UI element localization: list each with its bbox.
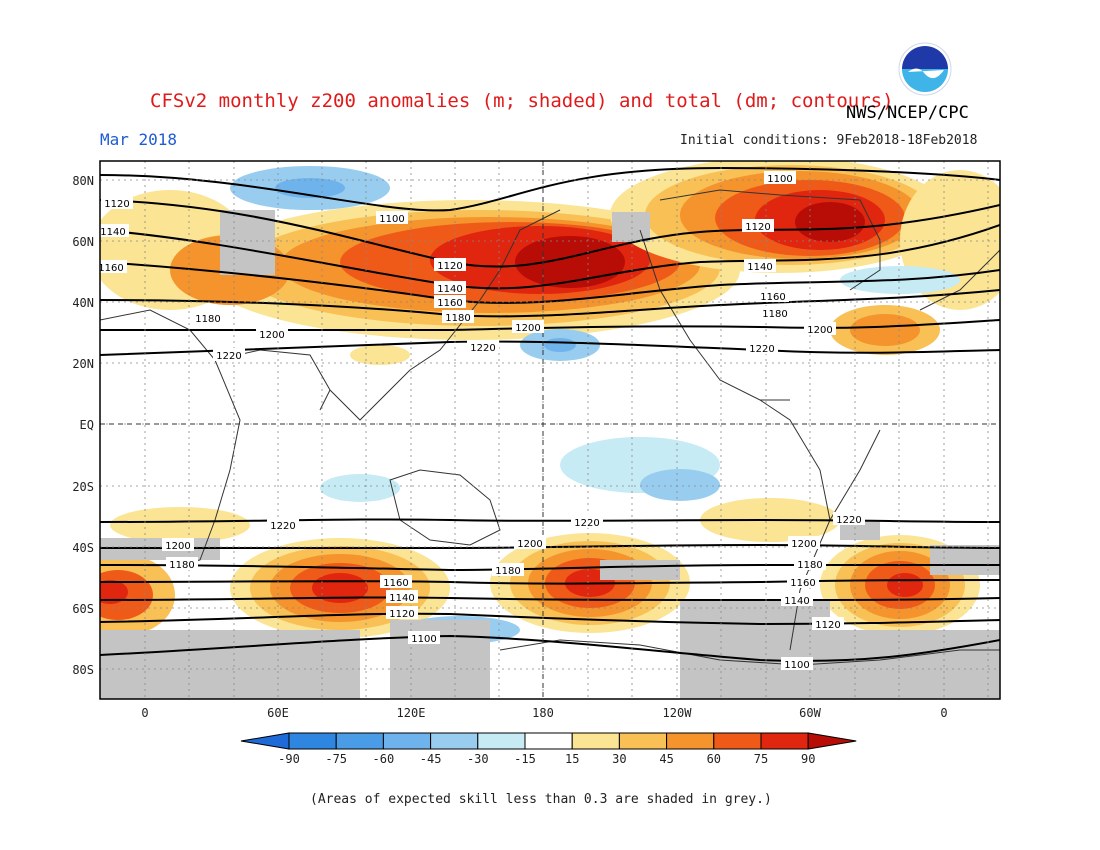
lat-label: 80S — [72, 663, 94, 677]
latitude-labels: 80N 60N 40N 20N EQ 20S 40S 60S 80S — [72, 174, 94, 677]
contour-value-label: 1140 — [389, 593, 414, 604]
lat-label: 20N — [72, 357, 94, 371]
lon-label: 120E — [397, 706, 426, 720]
map-frame — [99, 160, 1001, 700]
forecast-month: Mar 2018 — [100, 130, 178, 149]
lat-label: EQ — [80, 418, 94, 432]
initial-conditions: Initial conditions: 9Feb2018-18Feb2018 — [680, 133, 978, 148]
contour-value-label: 1180 — [762, 309, 787, 320]
lon-label: 60W — [799, 706, 821, 720]
contour-value-label: 1140 — [784, 596, 809, 607]
contour-value-label: 1100 — [379, 214, 404, 225]
contour-value-label: 1160 — [383, 578, 408, 589]
colorbar-label: 90 — [801, 752, 815, 766]
contour-value-label: 1120 — [437, 261, 462, 272]
colorbar-segment — [430, 732, 479, 750]
contour-value-label: 1220 — [574, 518, 599, 529]
colorbar-label: 45 — [659, 752, 673, 766]
contour-value-label: 1180 — [445, 313, 470, 324]
colorbar-label: -30 — [467, 752, 489, 766]
contour-value-label: 1140 — [100, 227, 125, 238]
lat-label: 60S — [72, 602, 94, 616]
contour-value-label: 1200 — [259, 330, 284, 341]
lat-label: 20S — [72, 480, 94, 494]
lon-label: 60E — [267, 706, 289, 720]
colorbar-label: -45 — [420, 752, 442, 766]
contour-value-label: 1200 — [515, 323, 540, 334]
colorbar-label: -60 — [373, 752, 395, 766]
colorbar-arrow-high — [807, 732, 857, 750]
lat-lon-grid — [100, 161, 1000, 699]
colorbar-label: 15 — [565, 752, 579, 766]
contour-value-label: 1100 — [767, 174, 792, 185]
colorbar-segment — [524, 732, 573, 750]
colorbar-segment — [288, 732, 337, 750]
colorbar-label: 75 — [754, 752, 768, 766]
contour-value-label: 1160 — [760, 292, 785, 303]
lon-label: 0 — [940, 706, 947, 720]
contour-value-label: 1100 — [411, 634, 436, 645]
contour-value-label: 1160 — [790, 578, 815, 589]
map-area: 1100 1120 1140 1160 1180 1200 1220 1100 1120 1140… — [98, 161, 1000, 699]
contour-value-label: 1100 — [784, 660, 809, 671]
contour-value-label: 1180 — [195, 314, 220, 325]
lat-label: 40S — [72, 541, 94, 555]
anomaly-shading — [100, 161, 1000, 644]
contour-value-label: 1140 — [747, 262, 772, 273]
longitude-labels: 0 60E 120E 180 120W 60W 0 — [141, 706, 947, 720]
contour-value-label: 1220 — [749, 344, 774, 355]
skill-footnote: (Areas of expected skill less than 0.3 a… — [310, 792, 772, 807]
noaa-logo-icon — [898, 42, 952, 96]
contour-value-label: 1180 — [495, 566, 520, 577]
contour-value-label: 1200 — [791, 539, 816, 550]
contour-value-label: 1160 — [98, 263, 123, 274]
colorbar-segment — [760, 732, 809, 750]
contour-value-label: 1120 — [104, 199, 129, 210]
contour-value-label: 1180 — [169, 560, 194, 571]
contour-value-label: 1220 — [270, 521, 295, 532]
contour-value-label: 1200 — [807, 325, 832, 336]
contour-value-label: 1200 — [517, 539, 542, 550]
organization-label: NWS/NCEP/CPC — [846, 103, 969, 123]
lat-label: 80N — [72, 174, 94, 188]
colorbar-label: -15 — [514, 752, 536, 766]
contour-value-label: 1220 — [470, 343, 495, 354]
contour-value-label: 1120 — [389, 609, 414, 620]
contour-value-label: 1180 — [797, 560, 822, 571]
colorbar-segment — [618, 732, 668, 750]
lon-label: 180 — [532, 706, 554, 720]
contour-value-label: 1200 — [165, 541, 190, 552]
contour-value-label: 1220 — [836, 515, 861, 526]
lon-label: 120W — [663, 706, 693, 720]
low-skill-mask — [100, 210, 1000, 699]
contour-value-label: 1160 — [437, 298, 462, 309]
colorbar-label: -90 — [278, 752, 300, 766]
contour-value-label: 1220 — [216, 351, 241, 362]
colorbar-segment — [571, 732, 620, 750]
lat-label: 60N — [72, 235, 94, 249]
colorbar-segment — [713, 732, 762, 750]
colorbar-label: 30 — [612, 752, 626, 766]
contour-labels: 1100 1120 1140 1160 1180 1200 1220 1100 1120 1140… — [98, 171, 865, 671]
contour-value-label: 1120 — [745, 222, 770, 233]
lat-label: 40N — [72, 296, 94, 310]
colorbar-segment — [382, 732, 432, 750]
colorbar-segment — [666, 732, 715, 750]
lon-label: 0 — [141, 706, 148, 720]
contour-value-label: 1120 — [815, 620, 840, 631]
colorbar-segment — [477, 732, 526, 750]
contour-value-label: 1140 — [437, 284, 462, 295]
colorbar-segment — [335, 732, 384, 750]
chart-title: CFSv2 monthly z200 anomalies (m; shaded)… — [150, 90, 894, 112]
colorbar-arrow-low — [240, 732, 290, 750]
colorbar-label: -75 — [325, 752, 347, 766]
colorbar-label: 60 — [707, 752, 721, 766]
